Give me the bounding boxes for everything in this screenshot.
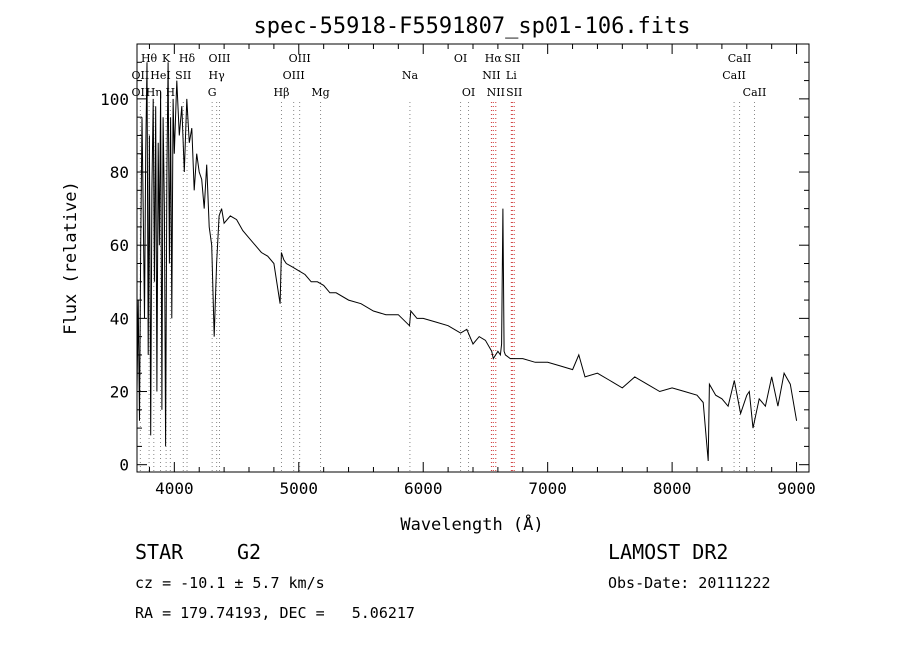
line-label-13: OIII [283, 69, 305, 82]
line-label-9: OII [132, 69, 150, 82]
line-label-23: Mg [311, 86, 329, 99]
line-label-17: CaII [722, 69, 746, 82]
line-label-22: Hβ [274, 86, 290, 99]
line-label-4: OIII [289, 52, 311, 65]
line-label-5: OI [454, 52, 467, 65]
line-label-8: CaII [728, 52, 752, 65]
line-label-6: Hα [485, 52, 503, 65]
y-tick-label-80: 80 [110, 163, 129, 182]
y-tick-label-20: 20 [110, 383, 129, 402]
line-label-3: OIII [208, 52, 230, 65]
x-tick-label-5000: 5000 [280, 479, 319, 498]
object-class: STAR [135, 540, 184, 564]
line-label-11: SII [175, 69, 191, 82]
y-axis-label: Flux (relative) [61, 181, 81, 335]
y-tick-label-40: 40 [110, 309, 129, 328]
line-label-19: Hη [146, 86, 162, 99]
x-tick-label-4000: 4000 [155, 479, 194, 498]
x-tick-label-8000: 8000 [653, 479, 692, 498]
x-tick-label-6000: 6000 [404, 479, 443, 498]
plot-frame [136, 43, 810, 473]
object-subclass: G2 [237, 540, 262, 564]
line-label-10: HeI [150, 69, 170, 82]
spectrum-chart: spec-55918-F5591807_sp01-106.fits Hθ K Hδ OI… [61, 14, 816, 535]
x-axis-label: Wavelength (Å) [400, 513, 543, 535]
line-label-27: CaII [743, 86, 767, 99]
obs-date-label: Obs-Date: 20111222 [608, 574, 771, 592]
coordinates-label: RA = 179.74193, DEC = 5.06217 [135, 604, 415, 622]
line-label-26: SII [506, 86, 522, 99]
line-label-18: OII [132, 86, 150, 99]
line-label-14: Na [402, 69, 419, 82]
line-label-12: Hγ [209, 69, 226, 82]
survey-label: LAMOST DR2 [608, 540, 729, 564]
y-tick-label-60: 60 [110, 236, 129, 255]
line-label-7: SII [504, 52, 520, 65]
line-label-0: Hθ [141, 52, 158, 65]
line-label-25: NII [487, 86, 505, 99]
line-label-15: NII [482, 69, 500, 82]
chart-title: spec-55918-F5591807_sp01-106.fits [253, 14, 690, 39]
line-label-21: G [208, 86, 217, 99]
line-label-1: K [162, 52, 171, 65]
y-tick-label-0: 0 [119, 456, 129, 475]
x-tick-label-9000: 9000 [777, 479, 816, 498]
x-tick-label-7000: 7000 [528, 479, 567, 498]
line-label-20: H [166, 86, 176, 99]
spectrum-line [136, 62, 798, 462]
line-label-24: OI [462, 86, 475, 99]
redshift-label: cz = -10.1 ± 5.7 km/s [135, 574, 325, 592]
line-label-2: Hδ [179, 52, 196, 65]
line-label-16: Li [506, 69, 517, 82]
y-tick-label-100: 100 [100, 90, 129, 109]
